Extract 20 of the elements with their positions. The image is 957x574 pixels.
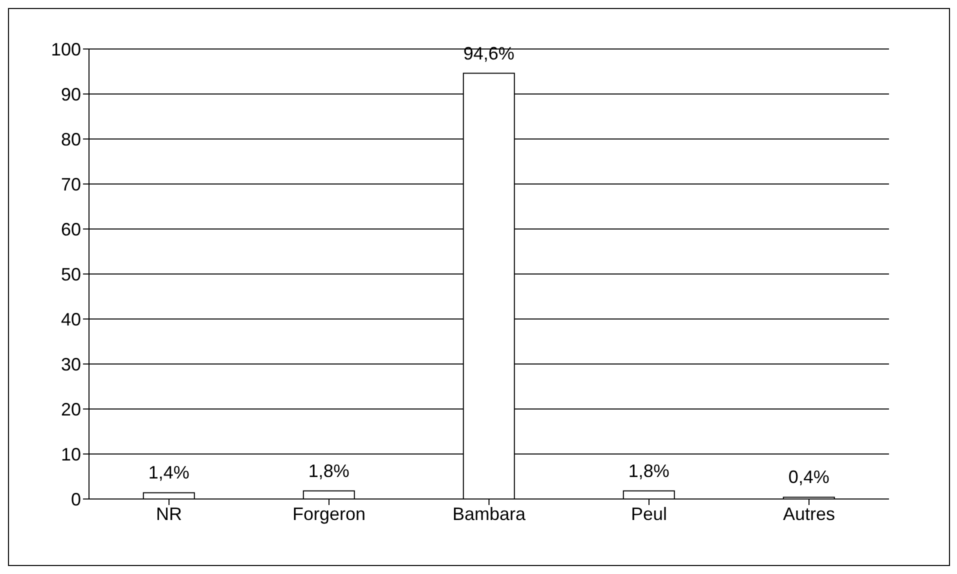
data-label: 1,8% bbox=[628, 460, 670, 481]
x-tick-label: Peul bbox=[630, 504, 668, 524]
y-tick-label: 10 bbox=[60, 444, 81, 464]
x-tick-label: NR bbox=[156, 504, 182, 524]
y-tick-label: 40 bbox=[60, 309, 81, 330]
y-tick-label: 90 bbox=[60, 84, 81, 104]
y-tick-label: 30 bbox=[60, 354, 81, 374]
y-tick-label: 50 bbox=[60, 264, 81, 284]
x-tick-label: Forgeron bbox=[292, 504, 366, 524]
y-tick-label: 100 bbox=[50, 39, 81, 60]
data-label: 1,8% bbox=[308, 460, 350, 481]
y-tick-label: 0 bbox=[70, 489, 81, 510]
y-tick-label: 60 bbox=[60, 219, 81, 240]
y-tick-label: 80 bbox=[60, 129, 81, 150]
y-tick-label: 20 bbox=[60, 399, 81, 420]
x-tick-label: Bambara bbox=[452, 504, 527, 524]
x-tick-label: Autres bbox=[782, 504, 836, 524]
y-tick-label: 70 bbox=[60, 174, 81, 194]
data-label: 0,4% bbox=[788, 467, 830, 488]
data-label: 1,4% bbox=[148, 462, 190, 483]
